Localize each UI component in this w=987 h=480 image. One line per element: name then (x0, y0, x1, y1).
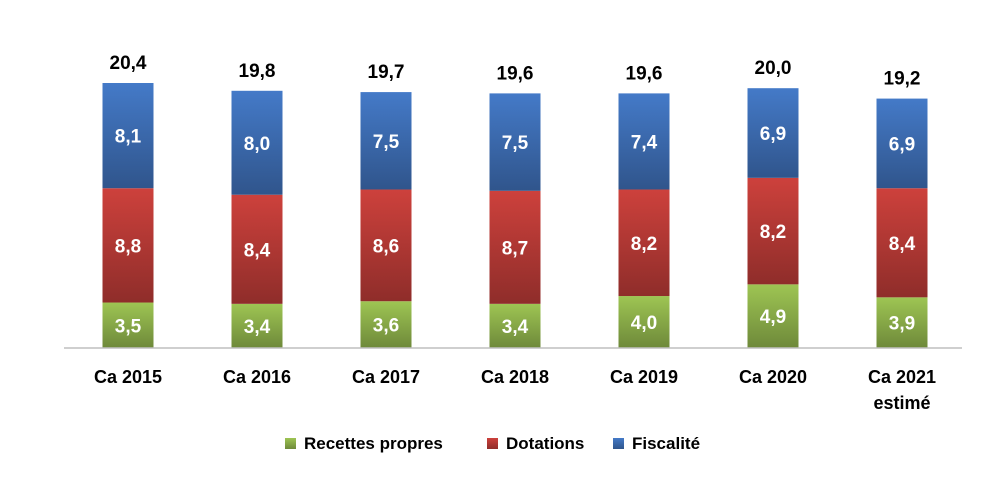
total-label-1: 19,8 (239, 61, 276, 82)
category-label-1: Ca 2016 (223, 367, 291, 387)
data-label-dotations-4: 8,2 (631, 234, 657, 255)
data-label-fiscalite-3: 7,5 (502, 133, 529, 154)
bar-fiscalite-5 (747, 88, 799, 178)
bar-dotations-1 (231, 194, 283, 304)
total-label-2: 19,7 (368, 62, 405, 83)
legend: Recettes propres Dotations Fiscalité (285, 434, 700, 453)
legend-swatch-recettes-propres (285, 438, 296, 449)
labels-layer: 3,5 8,8 8,1 20,4 Ca 2015 3,4 8,4 8,0 19,8 Ca 2016… (94, 53, 936, 413)
bar-dotations-3 (489, 190, 541, 304)
data-label-fiscalite-0: 8,1 (115, 127, 142, 148)
data-label-fiscalite-6: 6,9 (889, 134, 915, 155)
data-label-recettes-propres-5: 4,9 (760, 307, 786, 328)
bar-fiscalite-1 (231, 90, 283, 195)
bar-dotations-4 (618, 189, 670, 297)
total-label-3: 19,6 (497, 63, 534, 84)
data-label-recettes-propres-6: 3,9 (889, 314, 915, 335)
total-label-6: 19,2 (884, 69, 921, 90)
data-label-dotations-1: 8,4 (244, 240, 271, 261)
bar-fiscalite-2 (360, 92, 412, 190)
bar-dotations-2 (360, 189, 412, 302)
bar-recettes-propres-6 (876, 297, 928, 348)
total-label-0: 20,4 (110, 53, 147, 74)
category-label-5: Ca 2020 (739, 367, 807, 387)
bar-recettes-propres-4 (618, 296, 670, 348)
legend-swatch-dotations (487, 438, 498, 449)
data-label-fiscalite-4: 7,4 (631, 132, 658, 153)
data-label-recettes-propres-4: 4,0 (631, 313, 657, 334)
bar-fiscalite-6 (876, 98, 928, 189)
category-label-6: Ca 2021 estimé (868, 367, 936, 413)
bar-recettes-propres-2 (360, 301, 412, 348)
data-label-dotations-2: 8,6 (373, 236, 399, 257)
bar-fiscalite-0 (102, 83, 154, 189)
bar-dotations-0 (102, 188, 154, 303)
data-label-fiscalite-5: 6,9 (760, 124, 786, 145)
data-label-recettes-propres-1: 3,4 (244, 317, 271, 338)
bar-fiscalite-4 (618, 93, 670, 190)
legend-label-recettes-propres: Recettes propres (304, 434, 443, 453)
bar-fiscalite-3 (489, 93, 541, 191)
bar-dotations-6 (876, 188, 928, 298)
total-label-4: 19,6 (626, 63, 663, 84)
legend-label-dotations: Dotations (506, 434, 584, 453)
data-label-recettes-propres-0: 3,5 (115, 316, 142, 337)
category-label-2: Ca 2017 (352, 367, 420, 387)
legend-swatch-fiscalite (613, 438, 624, 449)
data-label-dotations-0: 8,8 (115, 236, 141, 257)
legend-label-fiscalite: Fiscalité (632, 434, 700, 453)
bar-dotations-5 (747, 177, 799, 285)
bar-recettes-propres-1 (231, 303, 283, 348)
data-label-recettes-propres-2: 3,6 (373, 316, 399, 337)
data-label-dotations-5: 8,2 (760, 222, 786, 243)
total-label-5: 20,0 (755, 58, 792, 79)
bars-layer (102, 83, 928, 348)
data-label-recettes-propres-3: 3,4 (502, 317, 529, 338)
bar-recettes-propres-5 (747, 284, 799, 348)
data-label-fiscalite-1: 8,0 (244, 134, 270, 155)
data-label-fiscalite-2: 7,5 (373, 132, 400, 153)
category-label-3: Ca 2018 (481, 367, 549, 387)
bar-recettes-propres-3 (489, 303, 541, 348)
bar-recettes-propres-0 (102, 302, 154, 348)
data-label-dotations-6: 8,4 (889, 234, 916, 255)
category-label-0: Ca 2015 (94, 367, 162, 387)
data-label-dotations-3: 8,7 (502, 238, 528, 259)
category-label-4: Ca 2019 (610, 367, 678, 387)
